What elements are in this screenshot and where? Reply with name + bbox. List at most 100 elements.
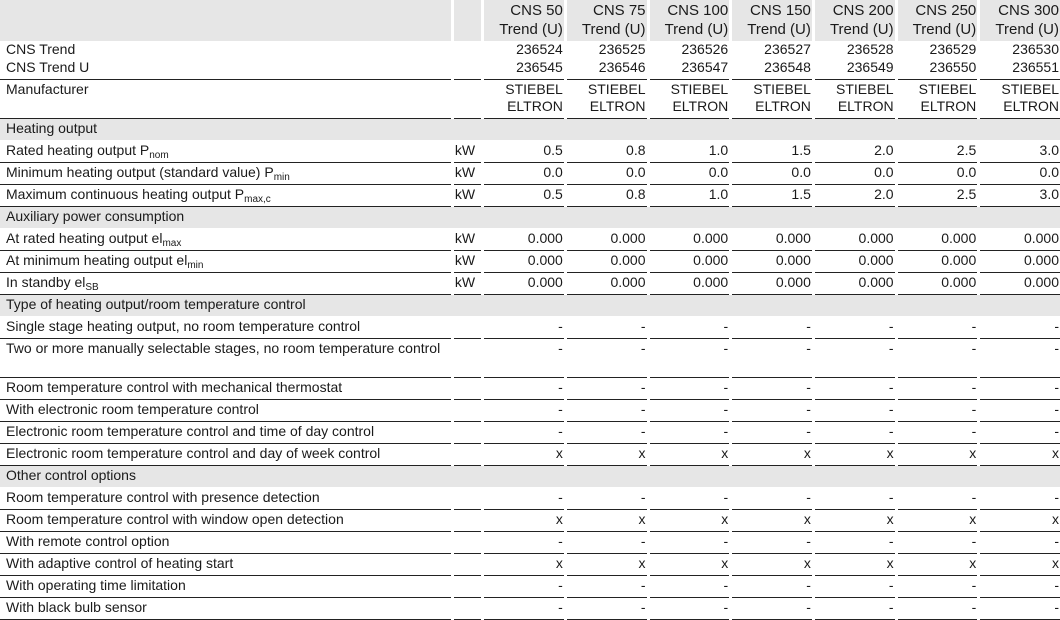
- row-label-text: Two or more manually selectable stages, …: [6, 340, 441, 356]
- section-header-row: Other control options: [0, 466, 1060, 488]
- row-value: 0.5: [484, 141, 564, 163]
- table-row: Maximum continuous heating output Pmax,c…: [0, 185, 1060, 207]
- row-value: 0.5: [484, 185, 564, 207]
- row-value: x: [484, 510, 564, 532]
- row-unit: [453, 444, 482, 466]
- row-label-subscript: SB: [85, 282, 99, 293]
- row-value: 236550: [897, 58, 978, 80]
- row-value: 0.0: [897, 163, 978, 185]
- model-header: CNS 150 Trend (U): [732, 0, 812, 41]
- row-value: 1.5: [732, 141, 812, 163]
- row-value: -: [897, 598, 978, 620]
- row-label: CNS Trend: [0, 41, 451, 58]
- row-value: -: [732, 532, 812, 554]
- row-label: With electronic room temperature control: [0, 400, 451, 422]
- row-value: x: [897, 444, 978, 466]
- row-unit: [453, 400, 482, 422]
- row-unit: [453, 422, 482, 444]
- row-label-text: Rated heating output P: [6, 142, 150, 158]
- row-value: -: [566, 598, 647, 620]
- section-title: Auxiliary power consumption: [0, 207, 1060, 229]
- table-row: With remote control option - - - - - - -: [0, 532, 1060, 554]
- row-value: 3.0: [980, 185, 1060, 207]
- row-value: STIEBEL ELTRON: [897, 80, 978, 119]
- row-value: -: [980, 598, 1060, 620]
- row-label: Maximum continuous heating output Pmax,c: [0, 185, 451, 207]
- row-value: x: [484, 444, 564, 466]
- row-value: STIEBEL ELTRON: [980, 80, 1060, 119]
- row-value: -: [732, 339, 812, 378]
- table-row: At rated heating output elmax kW 0.000 0.00…: [0, 229, 1060, 251]
- row-label: Electronic room temperature control and …: [0, 422, 451, 444]
- row-value: -: [980, 422, 1060, 444]
- table-row: Room temperature control with presence d…: [0, 488, 1060, 510]
- row-value: x: [484, 554, 564, 576]
- table-row: At minimum heating output elmin kW 0.000 0.…: [0, 251, 1060, 273]
- row-label-text: With operating time limitation: [6, 577, 186, 593]
- row-label-text: CNS Trend: [6, 41, 76, 57]
- row-value: -: [897, 532, 978, 554]
- row-value: -: [732, 576, 812, 598]
- section-header-row: Type of heating output/room temperature …: [0, 295, 1060, 317]
- row-value: -: [649, 400, 730, 422]
- row-label-text: Electronic room temperature control and …: [6, 445, 381, 461]
- table-row: In standby elSB kW 0.000 0.000 0.000 0.000 0.0…: [0, 273, 1060, 295]
- row-unit: kW: [453, 185, 482, 207]
- row-value: -: [814, 488, 895, 510]
- model-header: CNS 300 Trend (U): [980, 0, 1060, 41]
- row-value: 0.0: [814, 163, 895, 185]
- table-row: CNS Trend 236524 236525 236526 236527 236528 2…: [0, 41, 1060, 58]
- table-row: With adaptive control of heating start x x…: [0, 554, 1060, 576]
- row-value: -: [732, 422, 812, 444]
- row-value: -: [649, 317, 730, 339]
- row-value: -: [980, 400, 1060, 422]
- row-label: With black bulb sensor: [0, 598, 451, 620]
- table-row: Rated heating output Pnom kW 0.5 0.8 1.0 1.5 2…: [0, 141, 1060, 163]
- row-value: 0.8: [566, 185, 647, 207]
- row-label: CNS Trend U: [0, 58, 451, 80]
- row-unit: [453, 339, 482, 378]
- row-unit: [453, 532, 482, 554]
- row-value: 0.000: [566, 251, 647, 273]
- row-value: 236545: [484, 58, 564, 80]
- row-value: -: [484, 488, 564, 510]
- table-row: Minimum heating output (standard value) …: [0, 163, 1060, 185]
- row-value: x: [649, 510, 730, 532]
- section-header-row: Heating output: [0, 119, 1060, 141]
- row-value: 0.8: [566, 141, 647, 163]
- row-value: -: [649, 422, 730, 444]
- row-label: With remote control option: [0, 532, 451, 554]
- row-value: 0.000: [649, 229, 730, 251]
- row-label-text: Single stage heating output, no room tem…: [6, 318, 361, 334]
- row-value: 1.0: [649, 141, 730, 163]
- row-value: -: [980, 317, 1060, 339]
- row-value: -: [566, 317, 647, 339]
- row-value: 3.0: [980, 141, 1060, 163]
- row-label-text: At rated heating output el: [6, 230, 163, 246]
- row-label: At rated heating output elmax: [0, 229, 451, 251]
- row-value: -: [732, 378, 812, 400]
- row-value: x: [566, 554, 647, 576]
- row-label-text: Electronic room temperature control and …: [6, 423, 375, 439]
- row-label: Manufacturer: [0, 80, 451, 119]
- row-value: -: [980, 378, 1060, 400]
- table-row: Electronic room temperature control and …: [0, 422, 1060, 444]
- row-value: 236525: [598, 41, 646, 57]
- row-label: Room temperature control with window ope…: [0, 510, 451, 532]
- row-value: STIEBEL ELTRON: [732, 80, 812, 119]
- row-value: -: [814, 576, 895, 598]
- row-value: -: [980, 576, 1060, 598]
- row-label: With adaptive control of heating start: [0, 554, 451, 576]
- row-value: -: [732, 598, 812, 620]
- row-value: 0.000: [484, 273, 564, 295]
- row-value: x: [732, 510, 812, 532]
- row-value: -: [980, 532, 1060, 554]
- row-value: -: [897, 317, 978, 339]
- row-value: -: [649, 576, 730, 598]
- row-unit: [454, 41, 481, 58]
- row-label-text: Room temperature control with mechanical…: [6, 379, 343, 395]
- row-label: Room temperature control with mechanical…: [0, 378, 451, 400]
- row-value: 0.000: [897, 229, 978, 251]
- row-label-text: Room temperature control with presence d…: [6, 489, 320, 505]
- row-unit: kW: [453, 229, 482, 251]
